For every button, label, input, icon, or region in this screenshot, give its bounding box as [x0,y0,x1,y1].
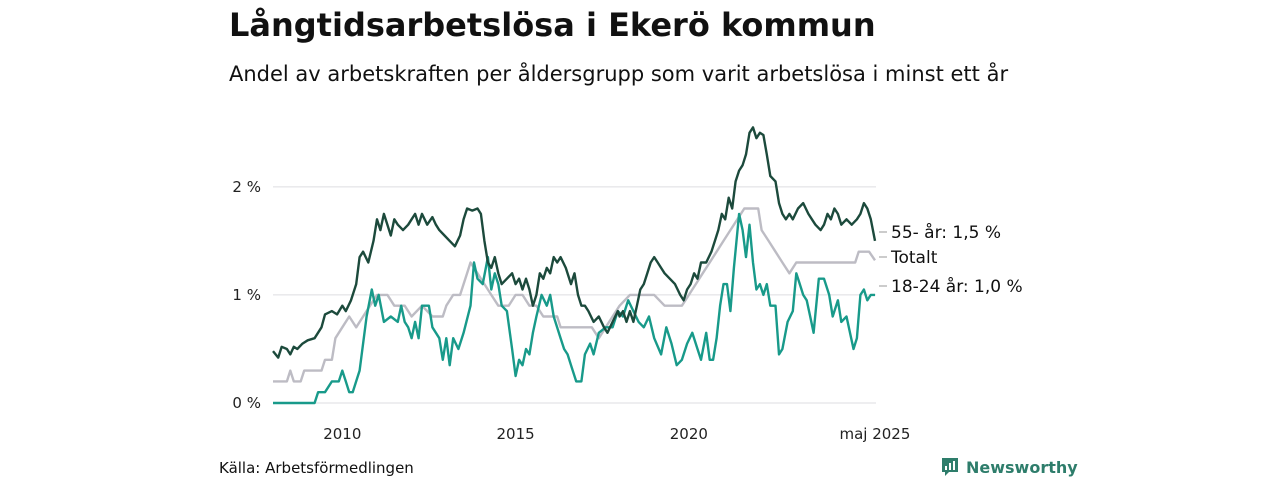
y-tick-label: 2 % [232,178,261,196]
series-end-label: Totalt [890,248,938,268]
x-tick-label: 2010 [323,425,361,443]
brand-name: Newsworthy [966,457,1078,477]
y-axis: 0 % 1 % 2 % [232,178,261,412]
y-tick-label: 1 % [232,286,261,304]
chart-subtitle: Andel av arbetskraften per åldersgrupp s… [229,62,1009,86]
series-end-label: 55- år: 1,5 % [891,222,1001,243]
x-tick-label: maj 2025 [839,425,910,443]
y-tick-label: 0 % [232,394,261,412]
series-line-2 [272,126,877,359]
newsworthy-logo-icon [942,458,958,476]
chart-title: Långtidsarbetslösa i Ekerö kommun [229,6,876,44]
x-axis: 2010 2015 2020 maj 2025 [323,425,910,443]
brand-logo: Newsworthy [940,456,1078,478]
series-end-labels: Totalt 18-24 år: 1,0 % 55- år: 1,5 % [879,222,1023,297]
series-line-0 [273,207,876,383]
source-note: Källa: Arbetsförmedlingen [219,459,414,477]
series-end-label: 18-24 år: 1,0 % [891,276,1023,297]
x-tick-label: 2020 [670,425,708,443]
series-lines [272,126,877,405]
series-line-1 [273,212,875,405]
x-tick-label: 2015 [496,425,534,443]
